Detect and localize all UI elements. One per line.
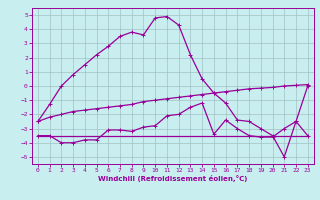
X-axis label: Windchill (Refroidissement éolien,°C): Windchill (Refroidissement éolien,°C) (98, 175, 247, 182)
